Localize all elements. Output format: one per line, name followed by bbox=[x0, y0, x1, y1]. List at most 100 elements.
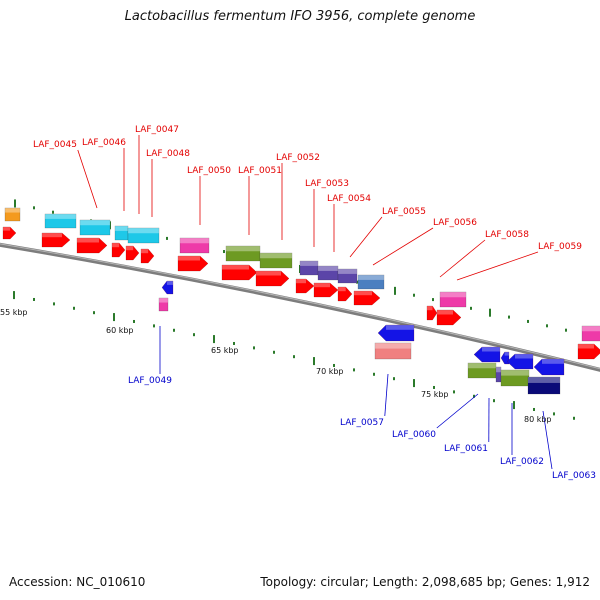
forward-cds-arrow-gloss bbox=[296, 279, 306, 284]
forward-cds-arrow bbox=[353, 290, 381, 306]
forward-category-box bbox=[179, 237, 210, 254]
forward-leader-line bbox=[456, 251, 539, 281]
forward-gene-label: LAF_0059 bbox=[538, 242, 582, 252]
forward-category-box bbox=[127, 227, 160, 244]
reverse-leader-line bbox=[542, 410, 553, 470]
map-title: Lactobacillus fermentum IFO 3956, comple… bbox=[124, 9, 476, 24]
forward-category-box bbox=[357, 274, 385, 290]
kbp-label: 70 kbp bbox=[316, 367, 344, 376]
forward-category-box-gloss bbox=[226, 246, 260, 252]
forward-cds-arrow-gloss bbox=[256, 271, 281, 276]
reverse-cds-arrow-gloss bbox=[515, 354, 533, 359]
forward-gene-label: LAF_0053 bbox=[305, 179, 349, 189]
forward-category-box bbox=[259, 252, 293, 269]
forward-category-box bbox=[439, 291, 467, 308]
forward-leader-line bbox=[439, 239, 486, 278]
forward-gene-label: LAF_0051 bbox=[238, 166, 282, 176]
forward-cds-arrow-gloss bbox=[222, 265, 249, 270]
forward-category-box bbox=[79, 219, 111, 236]
forward-cds-arrow bbox=[426, 305, 438, 321]
forward-category-box-gloss bbox=[45, 214, 76, 219]
reverse-category-box-gloss bbox=[375, 343, 411, 349]
genome-backbone-highlight bbox=[0, 243, 600, 370]
forward-gene-label: LAF_0055 bbox=[382, 207, 426, 217]
forward-category-box-gloss bbox=[338, 269, 357, 274]
reverse-category-box-gloss bbox=[528, 377, 560, 383]
forward-cds-arrow-gloss bbox=[141, 249, 149, 254]
forward-category-box-gloss bbox=[358, 275, 384, 280]
forward-category-box-gloss bbox=[582, 326, 600, 332]
forward-category-box bbox=[581, 325, 600, 342]
feature-layer bbox=[2, 207, 600, 395]
reverse-gene-label: LAF_0061 bbox=[444, 444, 488, 454]
reverse-category-box-gloss bbox=[159, 298, 168, 303]
forward-leader-line bbox=[349, 216, 383, 258]
forward-category-box-gloss bbox=[318, 266, 338, 271]
reverse-cds-arrow-gloss bbox=[166, 281, 173, 285]
forward-leader-line bbox=[372, 227, 434, 266]
forward-cds-arrow-gloss bbox=[112, 243, 120, 248]
forward-gene-label: LAF_0056 bbox=[433, 218, 477, 228]
accession-text: Accession: NC_010610 bbox=[9, 575, 146, 589]
forward-category-box-gloss bbox=[115, 226, 128, 231]
reverse-gene-label: LAF_0063 bbox=[552, 471, 596, 481]
forward-gene-label: LAF_0050 bbox=[187, 166, 231, 176]
forward-category-box-gloss bbox=[180, 238, 209, 244]
forward-cds-arrow-gloss bbox=[178, 256, 200, 261]
forward-cds-arrow bbox=[76, 237, 108, 254]
forward-cds-arrow bbox=[255, 270, 290, 287]
reverse-gene-label: LAF_0060 bbox=[392, 430, 436, 440]
label-layer: 55 kbp 60 kbp 65 kbp 70 kbp 75 kbp 80 kbp LAF_… bbox=[0, 125, 596, 481]
forward-cds-arrow bbox=[140, 248, 155, 264]
forward-category-box-gloss bbox=[260, 253, 292, 259]
forward-cds-arrow bbox=[221, 264, 258, 281]
reverse-gene-label: LAF_0049 bbox=[128, 376, 172, 386]
reverse-leader-line bbox=[384, 373, 389, 417]
forward-category-box bbox=[44, 213, 77, 229]
forward-leader-line bbox=[77, 149, 98, 209]
forward-category-box-gloss bbox=[5, 208, 20, 213]
forward-cds-arrow-gloss bbox=[578, 344, 594, 349]
forward-cds-arrow-gloss bbox=[437, 310, 453, 315]
forward-gene-label: LAF_0045 bbox=[33, 140, 77, 150]
forward-gene-label: LAF_0048 bbox=[146, 149, 190, 159]
forward-category-box-gloss bbox=[300, 261, 318, 266]
forward-gene-label: LAF_0058 bbox=[485, 230, 529, 240]
forward-cds-arrow-gloss bbox=[42, 233, 62, 238]
reverse-category-box-gloss bbox=[496, 367, 501, 373]
reverse-cds-arrow bbox=[533, 358, 565, 376]
reverse-cds-arrow-gloss bbox=[504, 352, 509, 356]
kbp-label: 60 kbp bbox=[106, 326, 134, 335]
forward-cds-arrow bbox=[577, 343, 600, 360]
reverse-category-box bbox=[158, 297, 169, 312]
genome-backbone bbox=[0, 242, 600, 372]
forward-cds-arrow-gloss bbox=[354, 291, 372, 296]
forward-cds-arrow bbox=[295, 278, 315, 294]
reverse-category-box bbox=[527, 376, 561, 395]
forward-category-box bbox=[4, 207, 21, 222]
forward-gene-label: LAF_0054 bbox=[327, 194, 371, 204]
forward-cds-arrow bbox=[177, 255, 209, 272]
kbp-label: 75 kbp bbox=[421, 390, 449, 399]
reverse-cds-arrow bbox=[506, 353, 534, 370]
leader-layer bbox=[77, 135, 553, 470]
forward-cds-arrow bbox=[2, 226, 17, 240]
reverse-cds-arrow bbox=[473, 346, 501, 363]
forward-category-box-gloss bbox=[80, 220, 110, 226]
forward-cds-arrow-gloss bbox=[427, 306, 433, 311]
forward-cds-arrow-gloss bbox=[314, 283, 330, 288]
reverse-category-box-gloss bbox=[501, 370, 529, 376]
reverse-cds-arrow bbox=[161, 280, 174, 295]
forward-cds-arrow bbox=[313, 282, 339, 298]
reverse-cds-arrow-gloss bbox=[542, 359, 564, 364]
forward-cds-arrow bbox=[41, 232, 71, 248]
kbp-label: 65 kbp bbox=[211, 346, 239, 355]
reverse-gene-label: LAF_0062 bbox=[500, 457, 544, 467]
forward-cds-arrow bbox=[436, 309, 462, 326]
reverse-cds-arrow bbox=[377, 324, 415, 342]
forward-cds-arrow-gloss bbox=[77, 238, 99, 243]
reverse-gene-label: LAF_0057 bbox=[340, 418, 384, 428]
forward-cds-arrow-gloss bbox=[3, 227, 11, 231]
forward-category-box-gloss bbox=[128, 228, 159, 234]
